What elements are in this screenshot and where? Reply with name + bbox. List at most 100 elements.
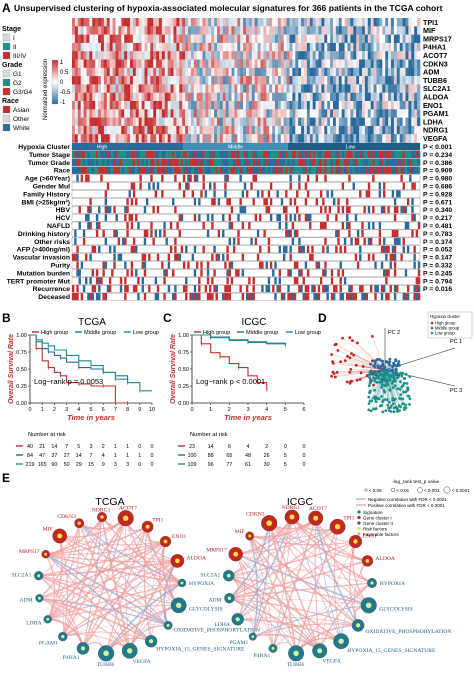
annotation-cell xyxy=(203,151,205,158)
heatmap-cell xyxy=(301,109,304,118)
annotation-cell xyxy=(120,277,122,284)
heatmap-cell xyxy=(342,93,345,102)
annotation-cell xyxy=(142,159,144,166)
annotation-cell xyxy=(244,206,246,213)
heatmap-cell xyxy=(408,26,411,35)
heatmap-cell xyxy=(379,68,382,77)
heatmap-cell xyxy=(342,26,345,35)
heatmap-cell xyxy=(232,26,235,35)
annotation-label: Tumor Grade xyxy=(28,160,70,167)
annotation-cell xyxy=(239,159,241,166)
heatmap-cell xyxy=(339,134,342,143)
heatmap-cell xyxy=(333,60,336,69)
heatmap-cell xyxy=(290,126,293,134)
annotation-cell xyxy=(126,269,128,276)
heatmap-cell xyxy=(379,118,382,127)
annotation-cell xyxy=(320,277,322,284)
annotation-cell xyxy=(155,277,157,284)
annotation-cell xyxy=(72,167,74,174)
heatmap-cell xyxy=(333,84,336,93)
heatmap-cell xyxy=(379,35,382,44)
heatmap-cell xyxy=(234,93,237,102)
annotation-cell xyxy=(89,159,91,166)
annotation-cell xyxy=(283,254,285,261)
heatmap-cell xyxy=(95,134,98,143)
annotation-cell xyxy=(172,293,174,300)
heatmap-cell xyxy=(324,118,327,127)
annotation-cell xyxy=(268,238,270,245)
annotation-cell xyxy=(350,285,352,292)
annotation-cell xyxy=(387,269,389,276)
heatmap-cell xyxy=(174,35,177,44)
heatmap-cell xyxy=(185,84,188,93)
annotation-cell xyxy=(242,222,244,229)
heatmap-cell xyxy=(203,51,206,60)
heatmap-cell xyxy=(217,60,220,69)
heatmap-cell xyxy=(182,84,185,93)
heatmap-cell xyxy=(237,126,240,134)
pca-point xyxy=(371,335,374,338)
heatmap-cell xyxy=(176,51,179,60)
annotation-cell xyxy=(161,190,163,197)
heatmap-cell xyxy=(313,76,316,85)
heatmap-cell xyxy=(382,134,385,143)
heatmap-cell xyxy=(116,84,119,93)
heatmap-cell xyxy=(371,118,374,127)
annotation-cell xyxy=(187,159,189,166)
heatmap-cell xyxy=(339,76,342,85)
annotation-cell xyxy=(181,159,183,166)
heatmap-cell xyxy=(211,109,214,118)
colorbar-tick-label: -1 xyxy=(60,100,66,106)
annotation-cell xyxy=(340,293,342,300)
heatmap-cell xyxy=(188,118,191,127)
annotation-cell xyxy=(196,159,198,166)
annotation-cell xyxy=(161,159,163,166)
heatmap-cell xyxy=(342,126,345,134)
risk-count: 0 xyxy=(303,453,306,459)
heatmap-cell xyxy=(147,109,150,118)
heatmap-cell xyxy=(220,18,223,27)
heatmap-cell xyxy=(385,109,388,118)
heatmap-cell xyxy=(232,35,235,44)
heatmap-cell xyxy=(249,35,252,44)
heatmap-cell xyxy=(220,118,223,127)
heatmap-cell xyxy=(87,109,90,118)
heatmap-cell xyxy=(191,43,194,52)
network-node-label: HYPOXIA xyxy=(189,581,214,587)
heatmap-cell xyxy=(127,101,130,110)
heatmap-cell xyxy=(307,26,310,35)
annotation-cell xyxy=(266,262,268,269)
heatmap-cell xyxy=(136,126,139,134)
heatmap-cell xyxy=(336,26,339,35)
heatmap-cell xyxy=(394,60,397,69)
heatmap-cell xyxy=(130,134,133,143)
heatmap-cell xyxy=(243,118,246,127)
heatmap-cell xyxy=(350,18,353,27)
heatmap-cell xyxy=(414,51,417,60)
annotation-cell xyxy=(394,238,396,245)
heatmap-cell xyxy=(92,60,95,69)
annotation-cell xyxy=(146,151,148,158)
heatmap-cell xyxy=(89,76,92,85)
heatmap-cell xyxy=(124,93,127,102)
heatmap-cell xyxy=(147,118,150,127)
annotation-cell xyxy=(89,198,91,205)
annotation-cell xyxy=(331,293,333,300)
annotation-cell xyxy=(290,214,292,221)
heatmap-cell xyxy=(313,84,316,93)
heatmap-cell xyxy=(110,68,113,77)
heatmap-cell xyxy=(281,43,284,52)
annotation-cell xyxy=(303,293,305,300)
heatmap-cell xyxy=(75,68,78,77)
heatmap-cell xyxy=(165,101,168,110)
heatmap-cell xyxy=(226,60,229,69)
annotation-cell xyxy=(281,198,283,205)
annotation-cell xyxy=(244,159,246,166)
heatmap-cell xyxy=(200,109,203,118)
heatmap-cell xyxy=(391,18,394,27)
annotation-cell xyxy=(159,167,161,174)
heatmap-cell xyxy=(261,18,264,27)
annotation-cell xyxy=(229,285,231,292)
annotation-cell xyxy=(381,206,383,213)
